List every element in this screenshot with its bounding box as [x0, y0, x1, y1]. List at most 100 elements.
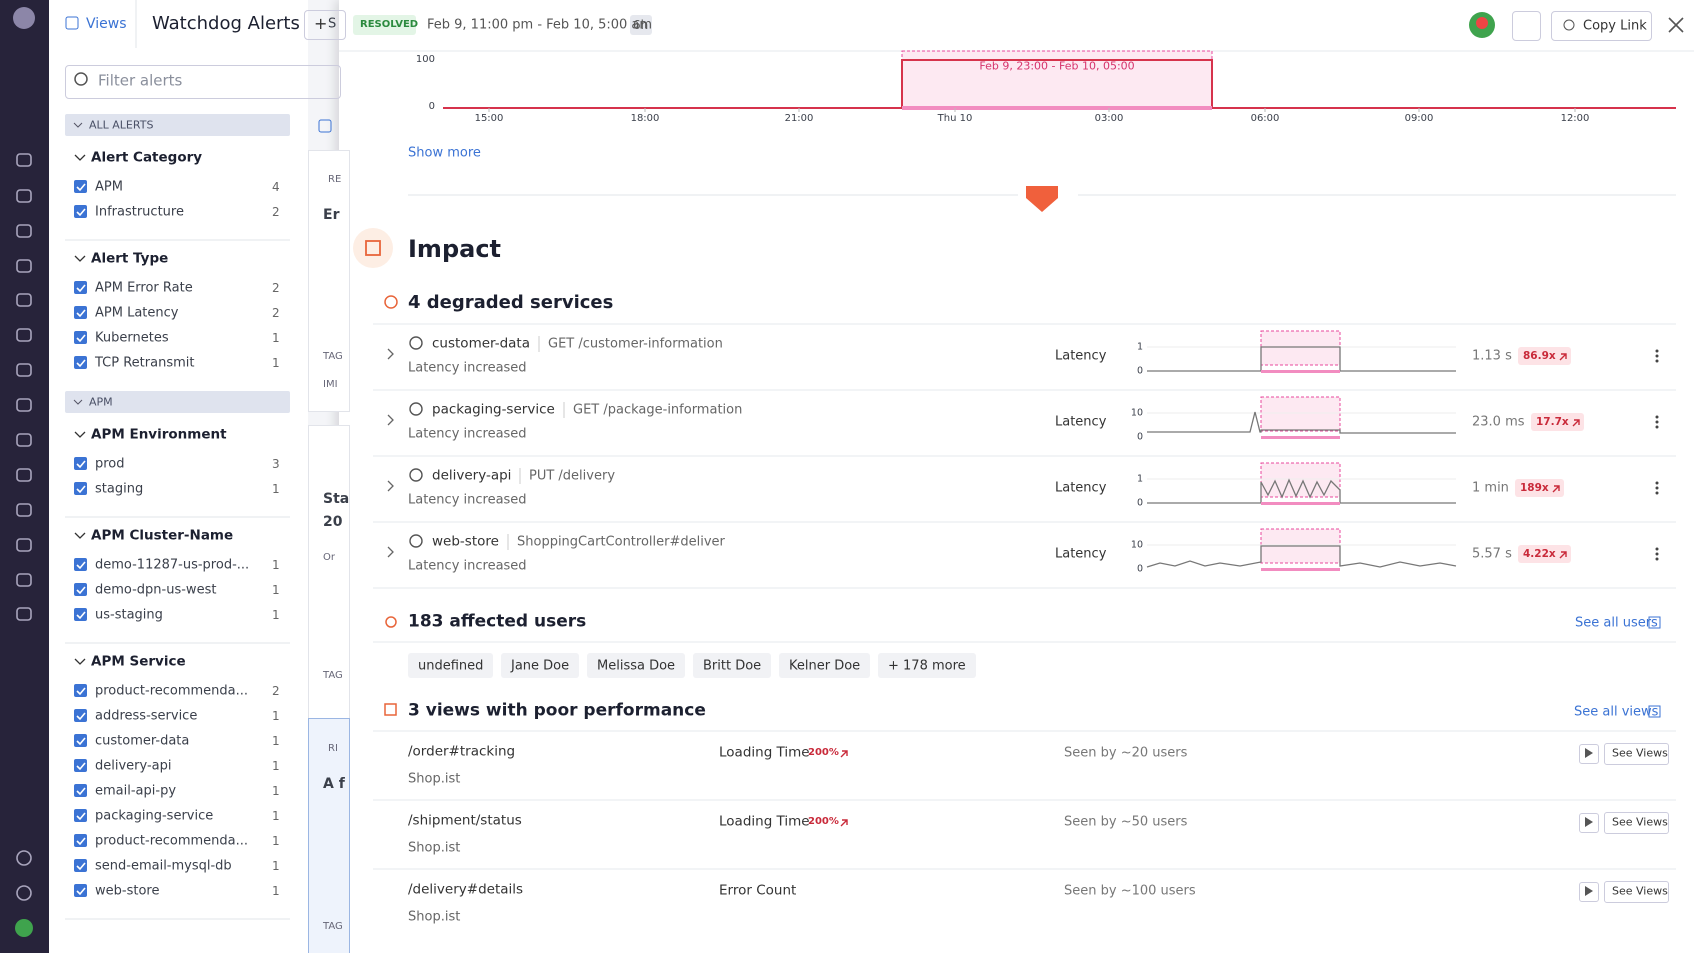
checkbox [74, 457, 87, 470]
highlight-base [1261, 502, 1340, 505]
see-views[interactable]: See Views [1612, 815, 1668, 829]
user-name: Jane Doe [511, 658, 570, 674]
see-views-button[interactable] [1604, 881, 1669, 903]
arrow-up [840, 750, 848, 758]
highlight [1260, 396, 1341, 432]
facet-item[interactable]: demo-11287-us-prod-... [95, 557, 250, 573]
see-views-button[interactable] [1604, 812, 1669, 834]
view-app: Shop.ist [408, 840, 461, 856]
filter-input[interactable] [65, 65, 341, 99]
facet-item[interactable]: APM Error Rate [95, 280, 193, 296]
menu-dot [1655, 547, 1659, 551]
checkbox [74, 356, 87, 369]
facet-item[interactable]: send-email-mysql-db [95, 858, 232, 874]
facet-item[interactable]: us-staging [95, 607, 163, 623]
bg-fragment: RI [328, 743, 338, 754]
user-chip[interactable] [878, 653, 976, 678]
facet-item[interactable]: product-recommenda... [95, 683, 249, 699]
metric-value: 1 min [1472, 480, 1509, 496]
menu-dot [1655, 415, 1659, 419]
view-path[interactable]: /shipment/status [408, 812, 522, 829]
facet-item[interactable]: web-store [95, 883, 160, 899]
nav-icon [16, 363, 32, 377]
user-name: undefined [418, 658, 484, 674]
user-chip[interactable] [587, 653, 685, 678]
user-name: + 178 more [888, 658, 966, 674]
metric-value: 5.57 s [1472, 546, 1512, 562]
see-views-button[interactable] [1604, 743, 1669, 765]
play-button[interactable] [1579, 744, 1599, 764]
bg-fragment: TAG [323, 670, 343, 681]
user-chip[interactable] [779, 653, 870, 678]
y-tick-label: 100 [415, 54, 435, 65]
impact-title: Impact [408, 235, 502, 263]
facet-count: 1 [272, 734, 280, 748]
views-icon [65, 16, 79, 30]
play-button[interactable] [1579, 813, 1599, 833]
play-button[interactable] [1579, 882, 1599, 902]
facet-item[interactable]: APM [95, 179, 123, 195]
check [76, 887, 86, 896]
show-more[interactable]: Show more [408, 145, 481, 161]
service-name[interactable]: packaging-service [432, 401, 555, 418]
facet-item[interactable]: prod [95, 456, 125, 472]
see-all-users[interactable]: See all users [1575, 615, 1658, 631]
facet-item[interactable]: demo-dpn-us-west [95, 582, 217, 598]
check [76, 334, 86, 343]
facet-count: 1 [272, 331, 280, 345]
see-all-views[interactable]: See all views [1574, 704, 1659, 720]
facet-item[interactable]: customer-data [95, 733, 190, 749]
copy-link[interactable]: Copy Link [1583, 18, 1647, 34]
service-name[interactable]: web-store [432, 533, 499, 550]
new-button[interactable] [304, 10, 346, 40]
facet-count: 3 [272, 457, 280, 471]
check [76, 687, 86, 696]
facet-count: 2 [272, 306, 280, 320]
x-tick-label: 21:00 [784, 113, 814, 124]
sparkline [1147, 478, 1456, 504]
impact-icon [365, 240, 381, 256]
facet-item[interactable]: Kubernetes [95, 330, 169, 346]
user-chip[interactable] [408, 653, 493, 678]
user-name: Britt Doe [703, 658, 762, 674]
y-tick-label: 1 [1136, 341, 1143, 353]
arrow-up [1572, 419, 1580, 427]
service-name[interactable]: customer-data [432, 335, 530, 352]
chevron [73, 399, 83, 405]
copy-link-button[interactable] [1551, 11, 1652, 41]
services-title: 4 degraded services [408, 292, 614, 313]
view-metric: Loading Time [719, 813, 810, 830]
user-chip[interactable] [501, 653, 579, 678]
facet-item[interactable]: email-api-py [95, 783, 177, 799]
views-label[interactable]: Views [86, 16, 127, 32]
facet-item[interactable]: delivery-api [95, 758, 172, 774]
view-app: Shop.ist [408, 909, 461, 925]
see-views[interactable]: See Views [1612, 884, 1668, 898]
export-button[interactable] [1512, 11, 1541, 41]
bg-card [308, 425, 350, 727]
user-chip[interactable] [693, 653, 771, 678]
sparkline [1147, 346, 1456, 372]
view-path[interactable]: /order#tracking [408, 743, 516, 760]
facet-item[interactable]: Infrastructure [95, 204, 184, 220]
view-metric: Loading Time [719, 744, 810, 761]
facet-item[interactable]: product-recommenda... [95, 833, 249, 849]
facet-item[interactable]: staging [95, 481, 144, 497]
see-views[interactable]: See Views [1612, 746, 1668, 760]
check [76, 359, 86, 368]
ratio: 17.7x [1536, 415, 1569, 428]
play-icon [1585, 748, 1593, 758]
nav-icon [16, 468, 32, 482]
view-path[interactable]: /delivery#details [408, 881, 524, 898]
service-name[interactable]: delivery-api [432, 467, 512, 484]
facet-item[interactable]: packaging-service [95, 808, 214, 824]
y-tick-label: 10 [1130, 539, 1143, 551]
search-icon [74, 72, 88, 86]
facet-item[interactable]: address-service [95, 708, 198, 724]
avatar [15, 919, 33, 937]
menu-dot [1655, 354, 1659, 358]
facet-item[interactable]: APM Latency [95, 305, 179, 321]
bg-fragment: Sta [323, 491, 350, 507]
new-button-label: S [328, 16, 337, 32]
facet-item[interactable]: TCP Retransmit [95, 355, 195, 371]
